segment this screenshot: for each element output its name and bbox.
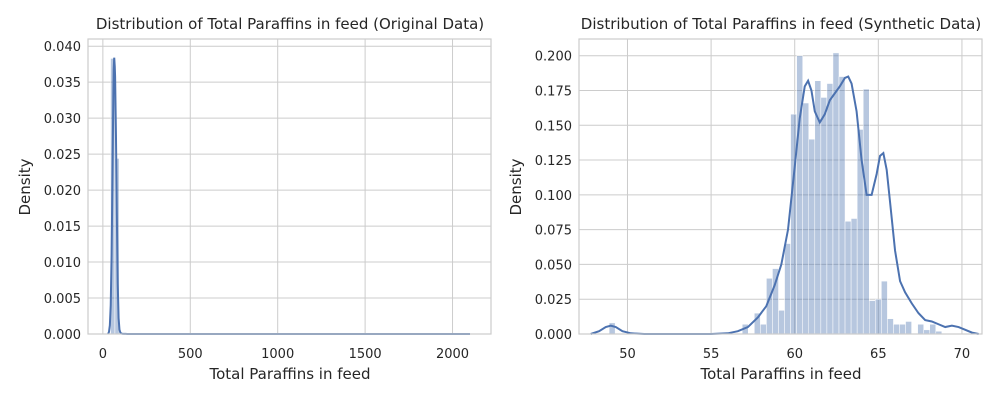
histogram-bar (802, 102, 810, 335)
histogram-bar (881, 280, 888, 335)
histogram-bar (905, 321, 912, 335)
axes: 0.000 0.025 0.050 0.075 0.100 0.125 0.150 0.175… (535, 38, 983, 362)
histogram-bar (820, 97, 828, 335)
histogram-bar (893, 324, 900, 335)
panel-synthetic-data: Distribution of Total Paraffins in feed … (507, 15, 983, 383)
histogram-bar (826, 83, 834, 335)
axes: 0.000 0.005 0.010 0.015 0.020 0.025 0.030 0.035… (44, 38, 492, 362)
histogram-bar (808, 138, 816, 335)
y-tick-label: 0.075 (535, 224, 572, 239)
y-tick-label: 0.175 (535, 84, 572, 99)
x-tick-label: 60 (786, 347, 803, 362)
grid (88, 39, 491, 335)
y-tick-label: 0.050 (535, 258, 572, 273)
histogram-bar (917, 324, 924, 335)
x-tick-label: 50 (619, 347, 636, 362)
chart-title: Distribution of Total Paraffins in feed … (581, 15, 981, 33)
x-tick-label: 500 (178, 347, 203, 362)
y-tick-label: 0.035 (44, 76, 81, 91)
histogram-bar (850, 218, 858, 335)
histogram-bar (784, 243, 791, 335)
x-tick-label: 55 (703, 347, 720, 362)
histogram-bars (608, 52, 943, 335)
histogram-bar (899, 324, 906, 335)
y-tick-label: 0.000 (535, 328, 572, 343)
x-axis-label: Total Paraffins in feed (699, 365, 861, 383)
x-tick-label: 2000 (436, 347, 469, 362)
chart-title: Distribution of Total Paraffins in feed … (96, 15, 484, 33)
grid (579, 39, 982, 335)
histogram-bar (844, 221, 852, 335)
x-tick-label: 0 (99, 347, 107, 362)
kde-layer (107, 57, 471, 335)
histogram-bar (862, 88, 870, 335)
x-tick-label: 1000 (261, 347, 294, 362)
panel-original-data: Distribution of Total Paraffins in feed … (16, 15, 492, 383)
x-axis-label: Total Paraffins in feed (208, 365, 370, 383)
x-tick-label: 65 (870, 347, 887, 362)
y-tick-label: 0.150 (535, 119, 572, 134)
histogram-bar (790, 113, 797, 335)
histogram-bar (929, 324, 937, 335)
histogram-bar (923, 329, 931, 335)
histogram-bar (887, 318, 894, 335)
y-tick-label: 0.100 (535, 189, 572, 204)
y-tick-label: 0.125 (535, 154, 572, 169)
axes-frame (578, 38, 983, 335)
histogram-bar (796, 55, 803, 335)
y-tick-label: 0.020 (44, 184, 81, 199)
y-tick-label: 0.025 (44, 148, 81, 163)
y-axis-label: Density (507, 158, 525, 215)
y-axis-label: Density (16, 158, 34, 215)
y-tick-label: 0.015 (44, 220, 81, 235)
y-tick-label: 0.030 (44, 112, 81, 127)
histogram-bar (608, 322, 616, 335)
histogram-bar (875, 298, 882, 335)
y-tick-label: 0.200 (535, 50, 572, 65)
y-tick-label: 0.005 (44, 292, 81, 307)
y-tick-label: 0.025 (535, 293, 572, 308)
kde-curve (107, 57, 471, 335)
y-tick-label: 0.040 (44, 40, 81, 55)
histogram-bar (869, 300, 876, 335)
histogram-bar (838, 76, 846, 335)
y-tick-label: 0.000 (44, 328, 81, 343)
x-tick-label: 1500 (349, 347, 382, 362)
histogram-bar (760, 324, 767, 335)
axes-frame (87, 38, 492, 335)
histogram-bar (778, 310, 785, 335)
y-tick-label: 0.010 (44, 256, 81, 271)
x-tick-label: 70 (954, 347, 971, 362)
